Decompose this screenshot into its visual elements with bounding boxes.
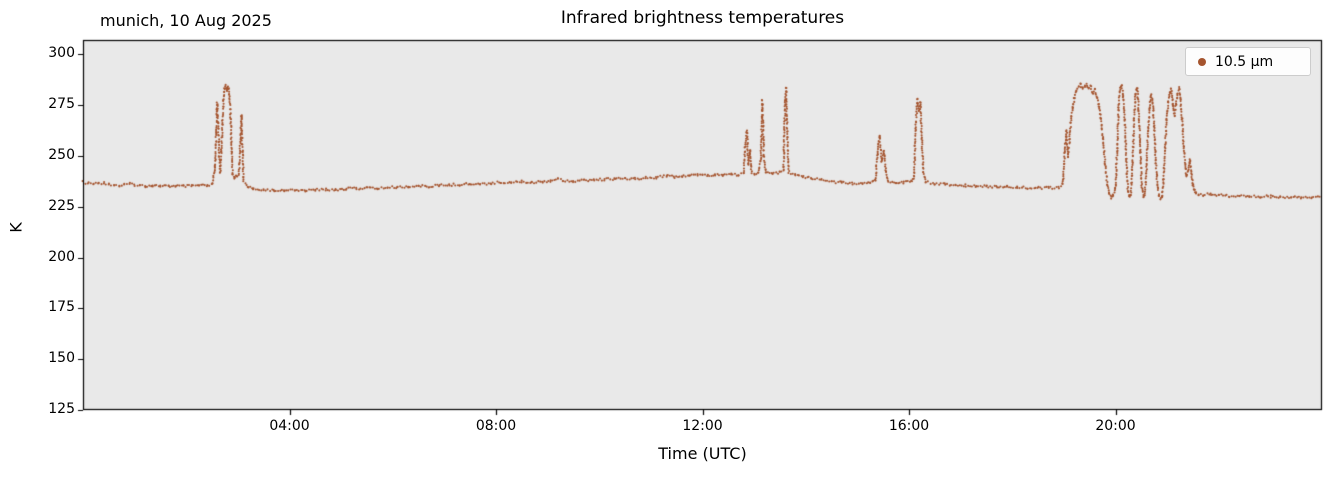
chart-subtitle: munich, 10 Aug 2025 — [100, 11, 272, 30]
x-axis-label: Time (UTC) — [658, 444, 747, 463]
y-tick-label: 175 — [48, 299, 75, 316]
legend: 10.5 µm — [1185, 47, 1311, 76]
x-tick-label: 16:00 — [888, 418, 930, 434]
x-tick-label: 12:00 — [682, 418, 723, 434]
chart-title: Infrared brightness temperatures — [560, 8, 845, 28]
x-tick-label: 08:00 — [475, 418, 517, 434]
y-tick-label: 225 — [48, 197, 75, 214]
y-tick-label: 200 — [48, 248, 75, 265]
legend-label: 10.5 µm — [1215, 53, 1274, 70]
y-tick-label: 300 — [48, 45, 75, 62]
x-tick-label: 20:00 — [1095, 418, 1136, 434]
x-tick-label: 04:00 — [269, 418, 310, 434]
legend-marker-dot-icon — [1198, 57, 1206, 66]
y-tick-label: 275 — [48, 96, 75, 113]
y-tick-label: 250 — [48, 146, 75, 163]
y-tick-label: 125 — [48, 401, 75, 417]
y-axis-label: K — [6, 222, 26, 233]
y-tick-label: 150 — [48, 350, 75, 367]
